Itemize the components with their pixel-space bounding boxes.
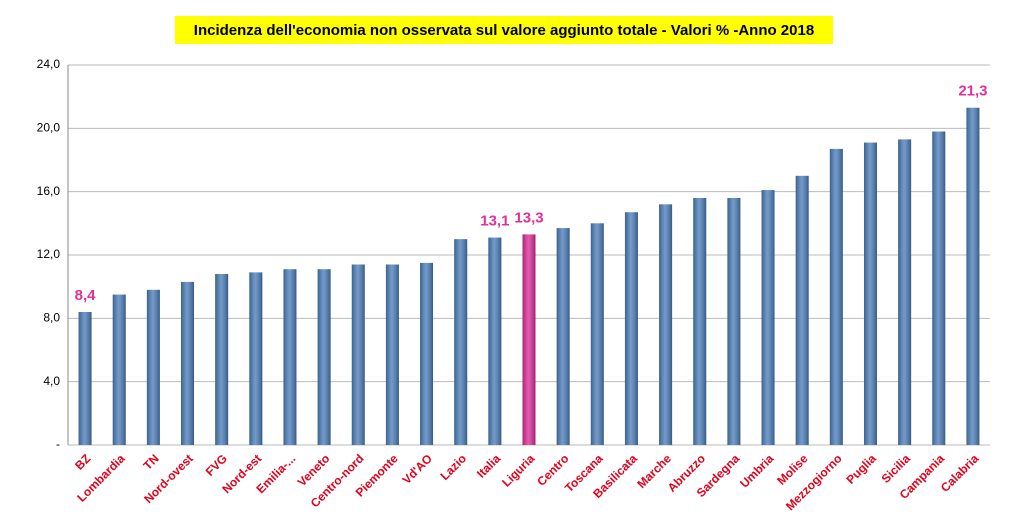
title-box <box>175 16 833 44</box>
y-tick-label: 4,0 <box>43 374 60 388</box>
x-tick-label: FVG <box>203 451 230 478</box>
y-tick-label: 8,0 <box>43 311 60 325</box>
x-tick-label: TN <box>141 451 162 472</box>
y-tick-label: 20,0 <box>37 121 61 135</box>
bar-shade <box>795 175 809 446</box>
x-tick-label: Vd'AO <box>399 451 434 486</box>
bar-shade <box>761 190 775 445</box>
x-tick-label: Italia <box>474 451 503 480</box>
bar-shade <box>556 228 570 445</box>
bar-shade <box>590 223 604 445</box>
bar-shade <box>932 131 946 445</box>
bar-shade <box>283 269 297 445</box>
bar-shade <box>351 264 365 445</box>
x-tick-label: Liguria <box>499 451 537 489</box>
bar-shade <box>829 148 843 445</box>
x-tick-label: Umbria <box>737 451 776 490</box>
y-tick-label: - <box>56 437 60 451</box>
value-label: 8,4 <box>75 287 97 304</box>
x-tick-label: Lazio <box>437 451 469 483</box>
bar-shade <box>966 107 980 445</box>
x-tick-label: BZ <box>72 451 93 472</box>
bar-shade <box>385 264 399 445</box>
bar-shade <box>215 274 229 445</box>
bar-shade <box>898 139 912 445</box>
bar-shade <box>863 142 877 446</box>
bar-shade <box>181 281 195 445</box>
bar-shade <box>624 212 638 445</box>
bar-shade <box>112 294 126 445</box>
bar-shade <box>454 239 468 445</box>
x-tick-label: Calabria <box>938 451 982 495</box>
x-tick-label: Puglia <box>843 451 879 487</box>
bar-shade <box>659 204 673 445</box>
bar-shade <box>317 269 331 445</box>
chart-title: Incidenza dell'economia non osservata su… <box>194 22 814 39</box>
bar-shade <box>727 198 741 445</box>
y-tick-label: 16,0 <box>37 184 61 198</box>
y-tick-label: 24,0 <box>37 57 61 71</box>
y-tick-label: 12,0 <box>37 247 61 261</box>
bar-shade <box>249 272 263 445</box>
bar-shade <box>522 234 536 445</box>
value-label: 21,3 <box>958 83 987 100</box>
bar-shade <box>146 289 160 445</box>
bar-shade <box>488 237 502 445</box>
value-label: 13,3 <box>514 209 543 226</box>
bar-shade <box>693 198 707 445</box>
bar-shade <box>420 262 434 445</box>
value-label: 13,1 <box>480 213 509 230</box>
bar-shade <box>78 312 92 445</box>
